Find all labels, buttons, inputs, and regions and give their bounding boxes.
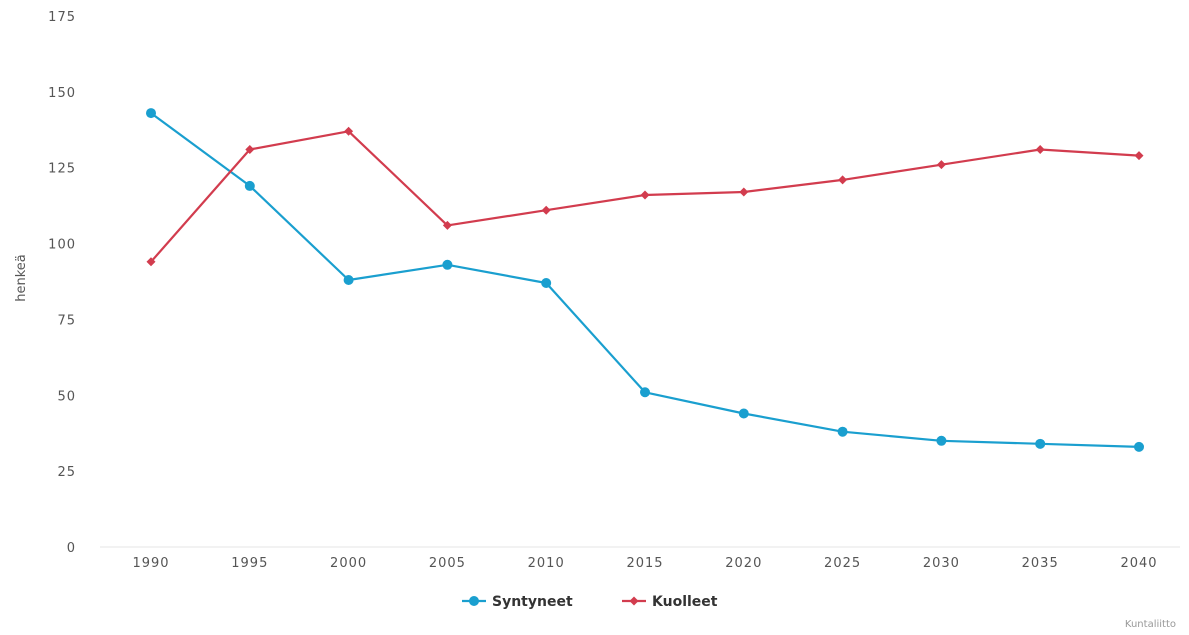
data-point-kuolleet-2000 bbox=[344, 126, 354, 136]
x-tick-label-2020: 2020 bbox=[725, 556, 762, 571]
x-tick-label-1995: 1995 bbox=[231, 556, 268, 571]
x-tick-label-2035: 2035 bbox=[1022, 556, 1059, 571]
y-axis-tick-labels: 0 25 50 75 100 125 150 175 bbox=[48, 10, 76, 556]
y-tick-label-150: 150 bbox=[48, 86, 76, 101]
data-point-syntyneet-2035 bbox=[1035, 438, 1046, 449]
data-point-kuolleet-2040 bbox=[1134, 151, 1144, 161]
data-point-kuolleet-2015 bbox=[640, 190, 650, 200]
data-point-syntyneet-2010 bbox=[541, 278, 552, 289]
y-tick-label-125: 125 bbox=[48, 162, 76, 177]
x-tick-label-1990: 1990 bbox=[132, 556, 169, 571]
data-point-syntyneet-2040 bbox=[1134, 441, 1144, 452]
data-point-syntyneet-2030 bbox=[936, 435, 947, 446]
x-tick-label-2000: 2000 bbox=[330, 556, 367, 571]
data-point-syntyneet-2020 bbox=[738, 408, 749, 419]
y-tick-label-25: 25 bbox=[57, 465, 76, 480]
data-point-kuolleet-2030 bbox=[936, 160, 946, 170]
data-point-syntyneet-2015 bbox=[640, 387, 650, 398]
x-tick-label-2030: 2030 bbox=[923, 556, 960, 571]
y-tick-label-50: 50 bbox=[57, 389, 76, 404]
data-point-kuolleet-2005 bbox=[442, 220, 452, 230]
x-tick-label-2025: 2025 bbox=[824, 556, 861, 571]
x-tick-label-2010: 2010 bbox=[528, 556, 565, 571]
legend-item-syntyneet[interactable]: Syntyneet bbox=[462, 594, 573, 610]
data-point-kuolleet-1995 bbox=[245, 145, 255, 155]
data-point-kuolleet-2025 bbox=[838, 175, 848, 185]
y-tick-label-175: 175 bbox=[48, 10, 76, 25]
x-tick-label-2005: 2005 bbox=[429, 556, 466, 571]
legend-label-syntyneet: Syntyneet bbox=[492, 594, 573, 610]
data-point-syntyneet-1990 bbox=[146, 108, 156, 119]
x-axis-tick-labels: 1990 1995 2000 2005 2010 2015 2020 2025 2030 2035… bbox=[132, 556, 1157, 571]
y-tick-label-75: 75 bbox=[57, 313, 76, 328]
data-point-kuolleet-2010 bbox=[541, 205, 551, 215]
data-point-syntyneet-2000 bbox=[343, 274, 354, 285]
y-tick-label-100: 100 bbox=[48, 238, 76, 253]
x-tick-label-2015: 2015 bbox=[626, 556, 663, 571]
data-point-syntyneet-2005 bbox=[442, 259, 453, 270]
y-tick-label-0: 0 bbox=[67, 541, 76, 556]
data-point-kuolleet-1990 bbox=[146, 257, 156, 267]
credit-label: Kuntaliitto bbox=[1125, 619, 1176, 630]
legend: Syntyneet Kuolleet bbox=[462, 594, 718, 610]
legend-item-kuolleet[interactable]: Kuolleet bbox=[622, 594, 718, 610]
legend-marker-kuolleet bbox=[629, 596, 639, 606]
x-tick-label-2040: 2040 bbox=[1120, 556, 1157, 571]
y-axis-label: henkeä bbox=[14, 254, 29, 302]
data-point-kuolleet-2035 bbox=[1035, 145, 1045, 155]
data-point-kuolleet-2020 bbox=[739, 187, 749, 197]
data-point-syntyneet-1995 bbox=[244, 180, 255, 191]
series-markers bbox=[146, 108, 1144, 452]
data-point-syntyneet-2025 bbox=[837, 426, 848, 437]
legend-marker-syntyneet bbox=[469, 596, 479, 606]
legend-label-kuolleet: Kuolleet bbox=[652, 594, 718, 610]
